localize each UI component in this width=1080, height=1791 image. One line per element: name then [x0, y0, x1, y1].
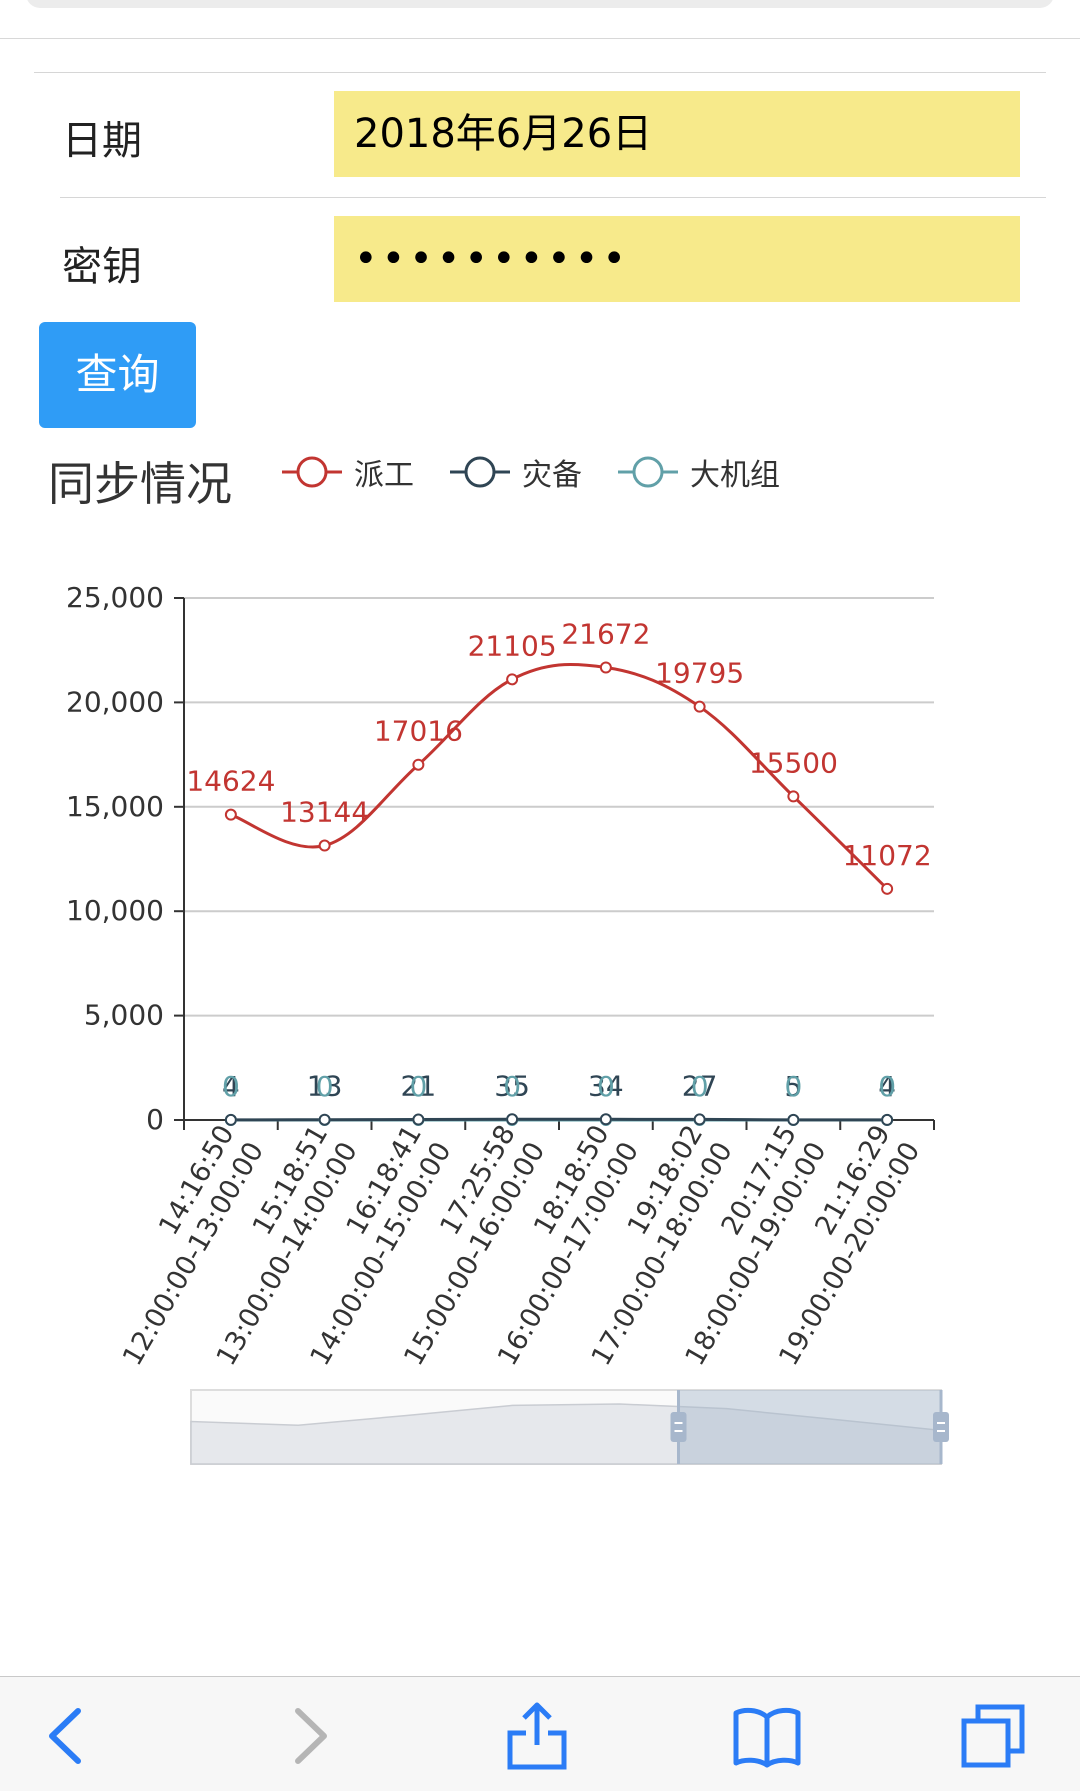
data-label: 13144	[280, 796, 369, 829]
chart-title: 同步情况	[48, 457, 232, 511]
legend-label: 大机组	[690, 458, 780, 493]
data-point	[224, 1113, 237, 1126]
data-label: 0	[784, 1070, 802, 1103]
data-label: 27	[682, 1069, 718, 1102]
data-label: 17016	[374, 715, 463, 748]
y-tick-label: 10,000	[66, 894, 164, 927]
data-point	[787, 1113, 800, 1126]
legend-line-icon	[450, 456, 510, 488]
data-label: 0	[409, 1070, 427, 1103]
bookmarks-icon[interactable]	[732, 1701, 802, 1771]
data-point	[506, 673, 519, 686]
data-label: 21672	[561, 617, 650, 650]
key-field[interactable]: ••••••••••	[334, 216, 1020, 302]
y-tick-label: 0	[146, 1103, 164, 1136]
data-label: 0	[597, 1070, 615, 1103]
query-button[interactable]: 查询	[39, 322, 196, 428]
data-label: 11072	[843, 839, 932, 872]
data-point	[412, 758, 425, 771]
divider	[60, 197, 1046, 198]
browser-toolbar	[0, 1676, 1080, 1791]
date-field[interactable]: 2018年6月26日	[334, 91, 1020, 177]
zoom-selected-window	[678, 1390, 941, 1464]
legend-item-paigong[interactable]: 派工	[280, 452, 414, 493]
y-tick-label: 15,000	[66, 790, 164, 823]
legend-label: 派工	[354, 458, 414, 493]
legend-line-icon	[618, 456, 678, 488]
data-label: 0	[691, 1070, 709, 1103]
address-bar[interactable]	[26, 0, 1054, 8]
data-label: 0	[316, 1070, 334, 1103]
legend-label: 灾备	[522, 458, 582, 493]
data-label: 14624	[186, 765, 275, 798]
data-point	[318, 1113, 331, 1126]
data-label: 0	[222, 1070, 240, 1103]
data-point	[693, 1113, 706, 1126]
back-icon[interactable]	[34, 1701, 104, 1771]
share-icon[interactable]	[502, 1701, 572, 1771]
data-label: 21105	[468, 629, 557, 662]
tabs-icon[interactable]	[958, 1701, 1028, 1771]
data-point	[599, 1113, 612, 1126]
data-label: 15500	[749, 746, 838, 779]
legend-line-icon	[282, 456, 342, 488]
data-label: 34	[588, 1069, 624, 1102]
data-label: 0	[503, 1070, 521, 1103]
forward-icon[interactable]	[272, 1701, 342, 1771]
data-point	[787, 790, 800, 803]
legend-item-dajizu[interactable]: 大机组	[616, 452, 780, 493]
y-tick-label: 25,000	[66, 581, 164, 614]
data-label: 4	[878, 1070, 896, 1103]
data-point	[318, 839, 331, 852]
data-point	[599, 661, 612, 674]
data-label: 35	[494, 1069, 530, 1102]
legend-item-zaibei[interactable]: 灾备	[448, 452, 582, 493]
y-tick-label: 5,000	[84, 999, 164, 1032]
data-point	[412, 1113, 425, 1126]
data-label: 5	[784, 1070, 802, 1103]
data-label: 0	[878, 1070, 896, 1103]
line-chart: 25,00020,00015,00010,0005,000014:16:5012…	[66, 581, 935, 1371]
series-line-0	[230, 662, 889, 890]
key-label: 密钥	[62, 244, 142, 290]
data-label: 19795	[655, 657, 744, 690]
data-label: 13	[307, 1070, 343, 1103]
data-label: 21	[401, 1070, 437, 1103]
data-point	[881, 1113, 894, 1126]
date-label: 日期	[62, 118, 142, 164]
data-point	[506, 1113, 519, 1126]
y-tick-label: 20,000	[66, 685, 164, 718]
browser-top-bar	[0, 0, 1080, 39]
data-point	[693, 700, 706, 713]
data-point	[881, 882, 894, 895]
zoom-handle-grip	[670, 1412, 687, 1442]
zoom-handle-grip	[933, 1412, 949, 1442]
datazoom-slider[interactable]	[0, 1382, 1080, 1472]
data-label: 4	[222, 1070, 240, 1103]
divider	[34, 72, 1046, 73]
data-point	[224, 808, 237, 821]
series-line-1	[230, 1117, 888, 1122]
